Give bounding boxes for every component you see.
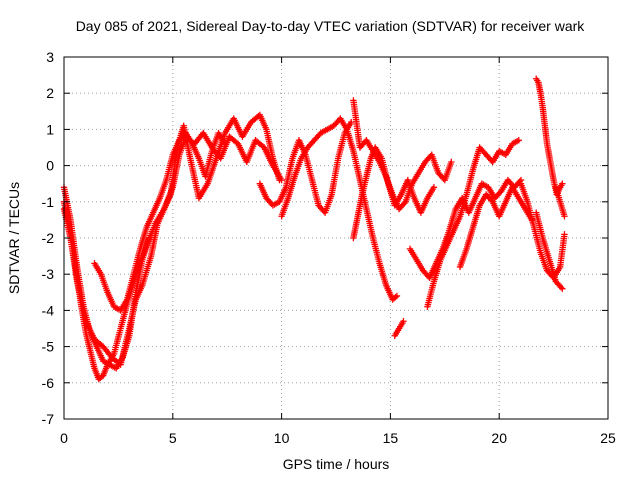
- data-point: [400, 318, 407, 325]
- data-point: [393, 292, 401, 300]
- series-track-16: [552, 184, 568, 220]
- series-track-5: [256, 118, 355, 216]
- x-tick-label: 15: [383, 430, 399, 446]
- series-track-8: [350, 144, 438, 242]
- y-tick-label: -3: [42, 266, 55, 282]
- axis-ticks: -7 -6 -5 -4 -3 -2 -1 0 1 2 3 0 5 10 15 20 25: [42, 49, 616, 446]
- y-tick-label: -6: [42, 375, 55, 391]
- series-track-9: [391, 318, 407, 339]
- series-track-3: [91, 129, 229, 314]
- data-points: [60, 75, 568, 383]
- series-track-4: [60, 184, 153, 372]
- data-point: [448, 158, 455, 166]
- series-track-13: [532, 75, 566, 198]
- y-tick-label: 2: [46, 85, 54, 101]
- series-track-15: [532, 209, 566, 292]
- data-point: [392, 293, 399, 301]
- series-track-12: [456, 184, 536, 271]
- y-tick-label: 0: [46, 158, 54, 174]
- x-tick-label: 10: [274, 430, 290, 446]
- y-tick-label: -7: [42, 411, 55, 427]
- data-point: [559, 180, 566, 187]
- x-tick-label: 0: [60, 430, 68, 446]
- series-track-11: [424, 137, 522, 310]
- data-point: [559, 285, 566, 292]
- x-tick-label: 5: [169, 430, 177, 446]
- data-point: [561, 231, 568, 238]
- data-point: [515, 137, 522, 144]
- data-point: [488, 197, 495, 204]
- data-point: [276, 176, 283, 184]
- data-point: [561, 213, 568, 220]
- y-tick-label: -1: [42, 194, 55, 210]
- x-tick-label: 20: [491, 430, 507, 446]
- y-tick-label: -4: [42, 302, 55, 318]
- y-tick-label: -2: [42, 230, 55, 246]
- y-tick-label: 3: [46, 49, 54, 65]
- y-tick-label: -5: [42, 339, 55, 355]
- data-point: [145, 234, 153, 242]
- y-axis-label: SDTVAR / TECUs: [6, 182, 22, 294]
- grid: [64, 57, 608, 419]
- data-point: [430, 184, 438, 191]
- data-point: [557, 284, 565, 291]
- data-point: [401, 200, 408, 207]
- chart-title: Day 085 of 2021, Sidereal Day-to-day VTE…: [76, 18, 586, 34]
- x-axis-label: GPS time / hours: [283, 456, 390, 472]
- x-tick-label: 25: [600, 430, 616, 446]
- data-point: [496, 189, 504, 196]
- series-track-6: [278, 115, 401, 303]
- data-point: [221, 140, 229, 148]
- y-tick-label: 1: [46, 121, 54, 137]
